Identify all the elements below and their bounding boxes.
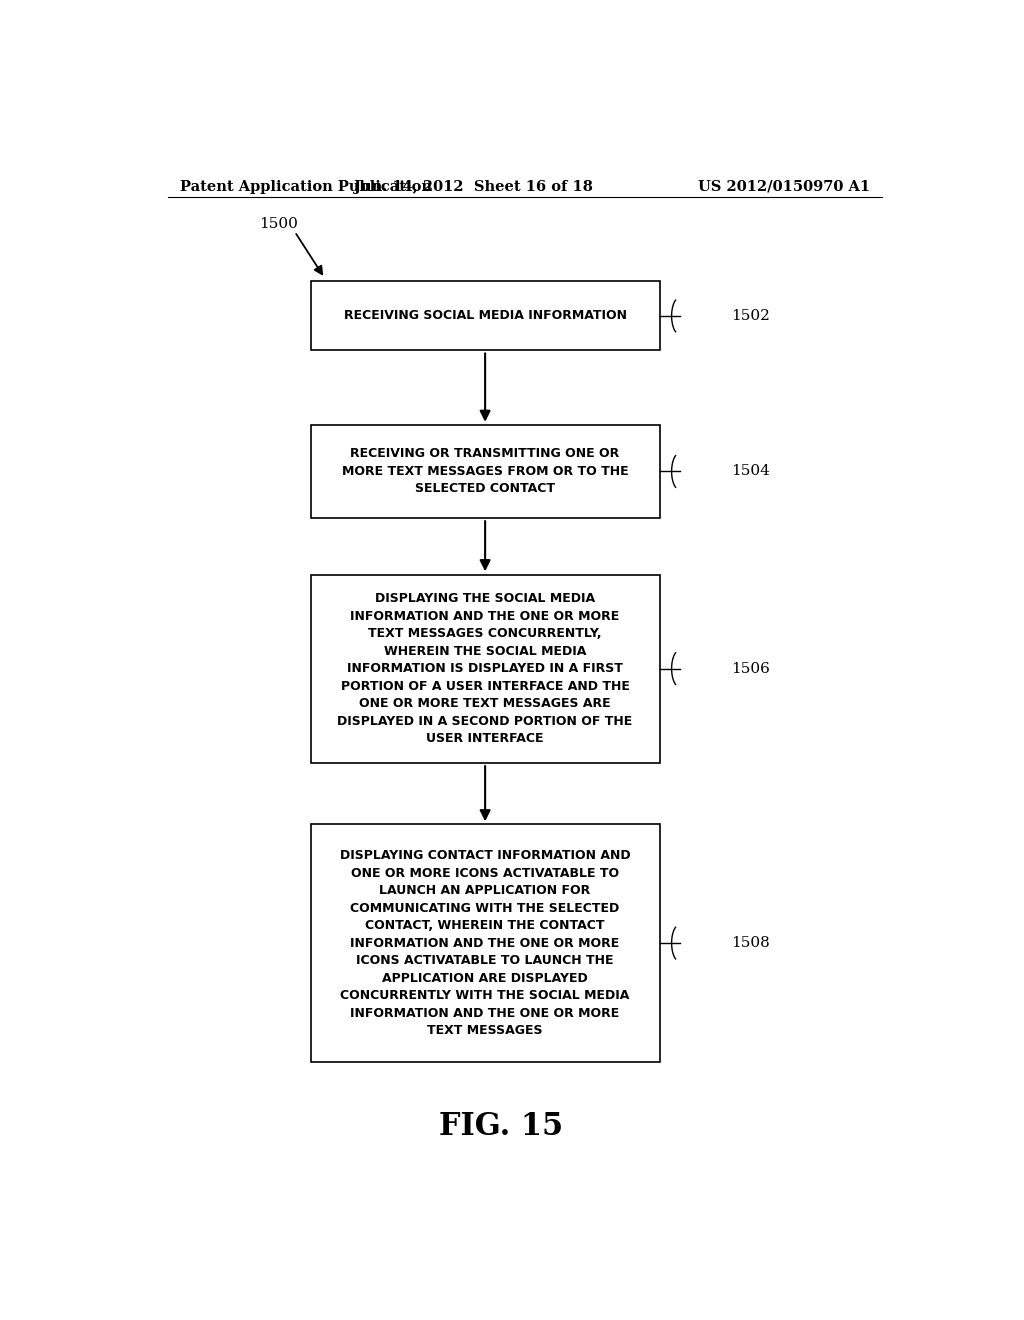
- Text: 1504: 1504: [731, 465, 770, 478]
- Text: 1506: 1506: [731, 661, 770, 676]
- Text: FIG. 15: FIG. 15: [439, 1110, 563, 1142]
- Text: 1500: 1500: [259, 218, 298, 231]
- Text: RECEIVING SOCIAL MEDIA INFORMATION: RECEIVING SOCIAL MEDIA INFORMATION: [344, 309, 627, 322]
- Bar: [310, 281, 659, 351]
- Bar: [310, 574, 659, 763]
- Text: 1508: 1508: [731, 936, 770, 950]
- Text: Patent Application Publication: Patent Application Publication: [179, 180, 431, 194]
- Text: 1502: 1502: [731, 309, 770, 323]
- Bar: [310, 824, 659, 1063]
- Bar: [310, 425, 659, 519]
- Text: DISPLAYING THE SOCIAL MEDIA
INFORMATION AND THE ONE OR MORE
TEXT MESSAGES CONCUR: DISPLAYING THE SOCIAL MEDIA INFORMATION …: [338, 593, 633, 744]
- Text: RECEIVING OR TRANSMITTING ONE OR
MORE TEXT MESSAGES FROM OR TO THE
SELECTED CONT: RECEIVING OR TRANSMITTING ONE OR MORE TE…: [342, 447, 629, 495]
- Text: DISPLAYING CONTACT INFORMATION AND
ONE OR MORE ICONS ACTIVATABLE TO
LAUNCH AN AP: DISPLAYING CONTACT INFORMATION AND ONE O…: [340, 849, 631, 1038]
- Text: US 2012/0150970 A1: US 2012/0150970 A1: [698, 180, 870, 194]
- Text: Jun. 14, 2012  Sheet 16 of 18: Jun. 14, 2012 Sheet 16 of 18: [353, 180, 593, 194]
